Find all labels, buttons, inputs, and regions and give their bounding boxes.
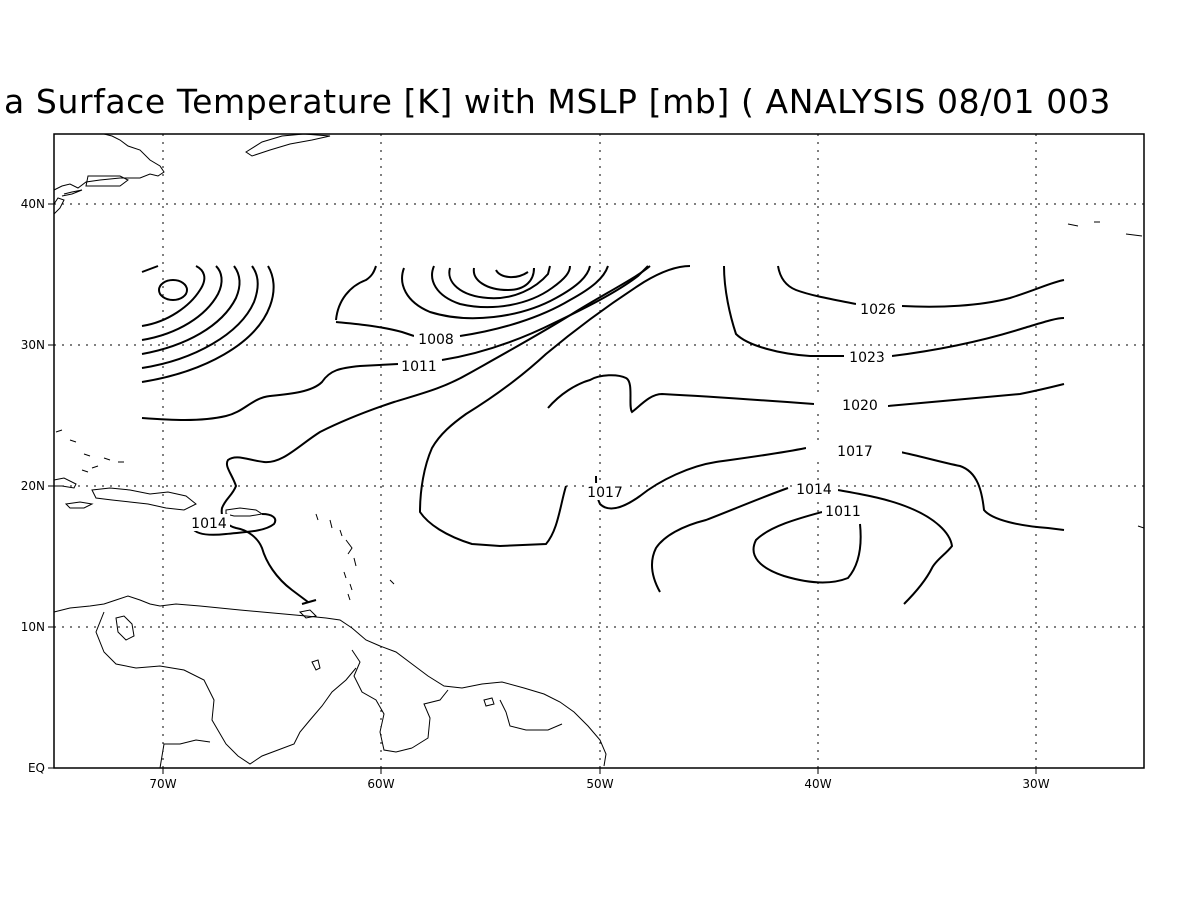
isobar [899,451,1065,531]
coastline-brazil-north [159,739,211,769]
coastline-northeast-us [53,133,165,191]
y-tick-label: 40N [21,197,45,211]
isobar [472,267,535,292]
coastline-cuba [53,477,77,489]
coastline-nj-coast [53,197,65,215]
coastline-suriname-border [499,699,563,731]
isobar [141,265,159,273]
y-tick-label: 20N [21,479,45,493]
graticule [54,134,1144,768]
coastline-puerto-rico [225,507,264,517]
coastline-azores [1067,221,1143,237]
x-tick-label: 50W [586,777,613,791]
isobar [418,265,691,548]
isobar [837,489,954,605]
isobar [887,383,1065,407]
isobar [220,265,651,603]
isobar [141,265,259,369]
isobar [752,511,862,584]
contour-label: 1017 [837,444,873,460]
isobar [777,265,857,305]
isobar [141,265,206,327]
coastline-amapa [483,697,495,707]
isobar [301,599,317,605]
coastline-hispaniola [91,487,197,511]
isobar [141,265,223,341]
contour-labels: 1008 1011 1014 1017 1017 1014 1011 1020 … [188,300,902,532]
tick-marks [48,203,1037,774]
isobar [650,487,789,593]
coastline-guyana-border [411,689,449,749]
isobar [441,265,649,361]
y-tick-label: 30N [21,338,45,352]
x-tick-label: 60W [367,777,394,791]
isobar [459,265,609,337]
contour-label: 1011 [401,359,437,375]
isobar [723,265,844,357]
coastline-lake-maracaibo [115,615,135,641]
isobar [495,269,529,278]
coastline-colombia-border [95,611,357,765]
plot-frame [53,133,1145,769]
coastline-lesser-antilles [315,513,395,601]
isobar [401,265,591,320]
contour-label: 1014 [796,482,832,498]
isobars [141,265,1065,605]
map-title: a Surface Temperature [K] with MSLP [mb]… [4,82,1112,121]
coastlines [53,133,1145,769]
contour-label: 1020 [842,398,878,414]
isobar [335,265,377,321]
y-tick-label: EQ [28,761,45,775]
x-tick-label: 30W [1022,777,1049,791]
coastline-long-island [61,189,83,197]
isobar [891,317,1065,357]
isobar [901,279,1065,308]
contour-label: 1008 [418,332,454,348]
coastline-venezuela [53,595,607,767]
contour-label: 1026 [860,302,896,318]
coastline-orinoco-delta [351,649,413,753]
x-tick-label: 40W [804,777,831,791]
isobar [547,374,815,414]
coastline-jamaica [64,501,94,509]
isobar [141,363,399,421]
isobar [141,265,275,383]
x-tick-label: 70W [149,777,176,791]
isobar [141,265,241,355]
coastline-bahamas [55,429,124,473]
contour-label: 1011 [825,504,861,520]
coastline-lake-guri [311,659,321,671]
isobar [431,265,571,309]
isobar [191,513,277,536]
contour-label: 1023 [849,350,885,366]
isobar [158,279,188,301]
y-tick-label: 10N [21,620,45,634]
contour-label: 1017 [587,485,623,501]
contour-label: 1014 [191,516,227,532]
coastline-cape-cod [85,175,129,187]
isobar [448,265,551,300]
coastline-cape-verde-edge [1137,525,1145,529]
coastline-nova-scotia [245,133,331,157]
isobar [335,321,415,337]
